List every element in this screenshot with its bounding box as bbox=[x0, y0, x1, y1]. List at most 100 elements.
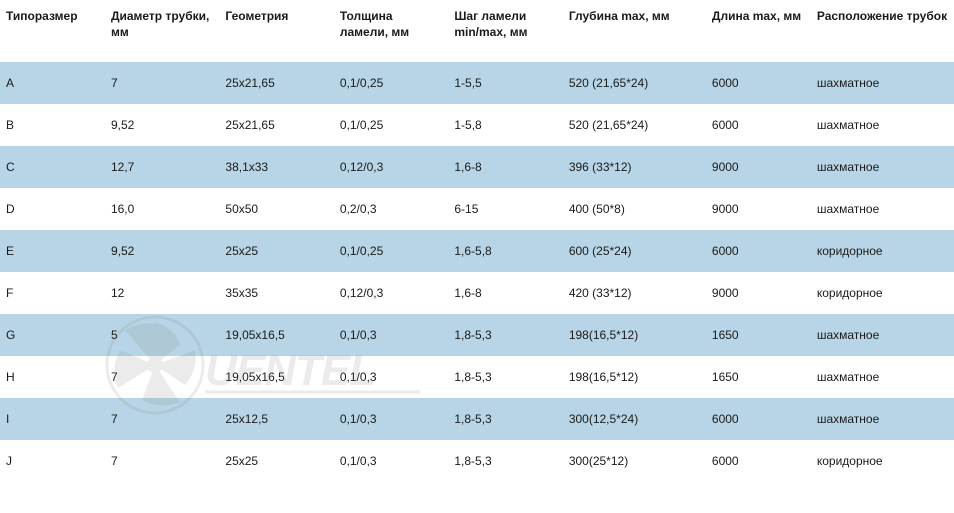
cell-3-2: 50x50 bbox=[219, 188, 333, 230]
cell-4-4: 1,6-5,8 bbox=[448, 230, 562, 272]
table-row: C12,738,1x330,12/0,31,6-8396 (33*12)9000… bbox=[0, 146, 954, 188]
cell-0-1: 7 bbox=[105, 62, 219, 104]
cell-9-1: 7 bbox=[105, 440, 219, 482]
table-row: H719,05x16,50,1/0,31,8-5,3198(16,5*12)16… bbox=[0, 356, 954, 398]
cell-2-6: 9000 bbox=[706, 146, 811, 188]
cell-3-7: шахматное bbox=[811, 188, 954, 230]
col-header-3: Толщина ламели, мм bbox=[334, 0, 448, 62]
cell-5-5: 420 (33*12) bbox=[563, 272, 706, 314]
cell-5-3: 0,12/0,3 bbox=[334, 272, 448, 314]
cell-9-6: 6000 bbox=[706, 440, 811, 482]
col-header-6: Длина max, мм bbox=[706, 0, 811, 62]
table-row: D16,050x500,2/0,36-15400 (50*8)9000шахма… bbox=[0, 188, 954, 230]
cell-0-3: 0,1/0,25 bbox=[334, 62, 448, 104]
cell-7-6: 1650 bbox=[706, 356, 811, 398]
spec-table-container: ТипоразмерДиаметр трубки, ммГеометрияТол… bbox=[0, 0, 954, 482]
cell-6-0: G bbox=[0, 314, 105, 356]
table-row: A725x21,650,1/0,251-5,5520 (21,65*24)600… bbox=[0, 62, 954, 104]
col-header-2: Геометрия bbox=[219, 0, 333, 62]
col-header-5: Глубина max, мм bbox=[563, 0, 706, 62]
cell-7-1: 7 bbox=[105, 356, 219, 398]
cell-7-7: шахматное bbox=[811, 356, 954, 398]
cell-2-4: 1,6-8 bbox=[448, 146, 562, 188]
cell-5-0: F bbox=[0, 272, 105, 314]
cell-4-0: E bbox=[0, 230, 105, 272]
cell-8-4: 1,8-5,3 bbox=[448, 398, 562, 440]
col-header-0: Типоразмер bbox=[0, 0, 105, 62]
cell-1-5: 520 (21,65*24) bbox=[563, 104, 706, 146]
cell-8-5: 300(12,5*24) bbox=[563, 398, 706, 440]
cell-8-7: шахматное bbox=[811, 398, 954, 440]
cell-9-3: 0,1/0,3 bbox=[334, 440, 448, 482]
cell-1-7: шахматное bbox=[811, 104, 954, 146]
cell-9-0: J bbox=[0, 440, 105, 482]
table-row: G519,05x16,50,1/0,31,8-5,3198(16,5*12)16… bbox=[0, 314, 954, 356]
cell-2-5: 396 (33*12) bbox=[563, 146, 706, 188]
cell-8-3: 0,1/0,3 bbox=[334, 398, 448, 440]
cell-2-7: шахматное bbox=[811, 146, 954, 188]
cell-6-2: 19,05x16,5 bbox=[219, 314, 333, 356]
table-row: J725x250,1/0,31,8-5,3300(25*12)6000корид… bbox=[0, 440, 954, 482]
cell-8-2: 25x12,5 bbox=[219, 398, 333, 440]
cell-1-3: 0,1/0,25 bbox=[334, 104, 448, 146]
cell-1-4: 1-5,8 bbox=[448, 104, 562, 146]
cell-7-0: H bbox=[0, 356, 105, 398]
cell-4-6: 6000 bbox=[706, 230, 811, 272]
cell-9-4: 1,8-5,3 bbox=[448, 440, 562, 482]
cell-5-6: 9000 bbox=[706, 272, 811, 314]
cell-0-2: 25x21,65 bbox=[219, 62, 333, 104]
cell-6-5: 198(16,5*12) bbox=[563, 314, 706, 356]
cell-6-6: 1650 bbox=[706, 314, 811, 356]
cell-1-1: 9,52 bbox=[105, 104, 219, 146]
cell-0-0: A bbox=[0, 62, 105, 104]
col-header-7: Расположение трубок bbox=[811, 0, 954, 62]
cell-8-1: 7 bbox=[105, 398, 219, 440]
cell-0-7: шахматное bbox=[811, 62, 954, 104]
cell-8-6: 6000 bbox=[706, 398, 811, 440]
cell-5-2: 35x35 bbox=[219, 272, 333, 314]
cell-1-0: B bbox=[0, 104, 105, 146]
cell-5-1: 12 bbox=[105, 272, 219, 314]
table-body: A725x21,650,1/0,251-5,5520 (21,65*24)600… bbox=[0, 62, 954, 482]
cell-4-7: коридорное bbox=[811, 230, 954, 272]
cell-9-7: коридорное bbox=[811, 440, 954, 482]
table-row: F1235x350,12/0,31,6-8420 (33*12)9000кори… bbox=[0, 272, 954, 314]
cell-3-3: 0,2/0,3 bbox=[334, 188, 448, 230]
cell-6-1: 5 bbox=[105, 314, 219, 356]
cell-2-1: 12,7 bbox=[105, 146, 219, 188]
cell-4-5: 600 (25*24) bbox=[563, 230, 706, 272]
cell-3-0: D bbox=[0, 188, 105, 230]
cell-9-5: 300(25*12) bbox=[563, 440, 706, 482]
cell-3-6: 9000 bbox=[706, 188, 811, 230]
cell-7-2: 19,05x16,5 bbox=[219, 356, 333, 398]
cell-3-4: 6-15 bbox=[448, 188, 562, 230]
cell-6-3: 0,1/0,3 bbox=[334, 314, 448, 356]
col-header-1: Диаметр трубки, мм bbox=[105, 0, 219, 62]
cell-3-5: 400 (50*8) bbox=[563, 188, 706, 230]
table-header-row: ТипоразмерДиаметр трубки, ммГеометрияТол… bbox=[0, 0, 954, 62]
cell-6-4: 1,8-5,3 bbox=[448, 314, 562, 356]
cell-4-2: 25x25 bbox=[219, 230, 333, 272]
cell-8-0: I bbox=[0, 398, 105, 440]
table-row: I725x12,50,1/0,31,8-5,3300(12,5*24)6000ш… bbox=[0, 398, 954, 440]
cell-0-4: 1-5,5 bbox=[448, 62, 562, 104]
table-row: B9,5225x21,650,1/0,251-5,8520 (21,65*24)… bbox=[0, 104, 954, 146]
cell-3-1: 16,0 bbox=[105, 188, 219, 230]
cell-0-5: 520 (21,65*24) bbox=[563, 62, 706, 104]
cell-2-2: 38,1x33 bbox=[219, 146, 333, 188]
cell-7-3: 0,1/0,3 bbox=[334, 356, 448, 398]
cell-1-2: 25x21,65 bbox=[219, 104, 333, 146]
cell-4-1: 9,52 bbox=[105, 230, 219, 272]
cell-0-6: 6000 bbox=[706, 62, 811, 104]
table-row: E9,5225x250,1/0,251,6-5,8600 (25*24)6000… bbox=[0, 230, 954, 272]
cell-5-4: 1,6-8 bbox=[448, 272, 562, 314]
cell-2-3: 0,12/0,3 bbox=[334, 146, 448, 188]
cell-1-6: 6000 bbox=[706, 104, 811, 146]
cell-4-3: 0,1/0,25 bbox=[334, 230, 448, 272]
spec-table: ТипоразмерДиаметр трубки, ммГеометрияТол… bbox=[0, 0, 954, 482]
col-header-4: Шаг ламели min/max, мм bbox=[448, 0, 562, 62]
cell-7-4: 1,8-5,3 bbox=[448, 356, 562, 398]
cell-5-7: коридорное bbox=[811, 272, 954, 314]
cell-7-5: 198(16,5*12) bbox=[563, 356, 706, 398]
cell-9-2: 25x25 bbox=[219, 440, 333, 482]
